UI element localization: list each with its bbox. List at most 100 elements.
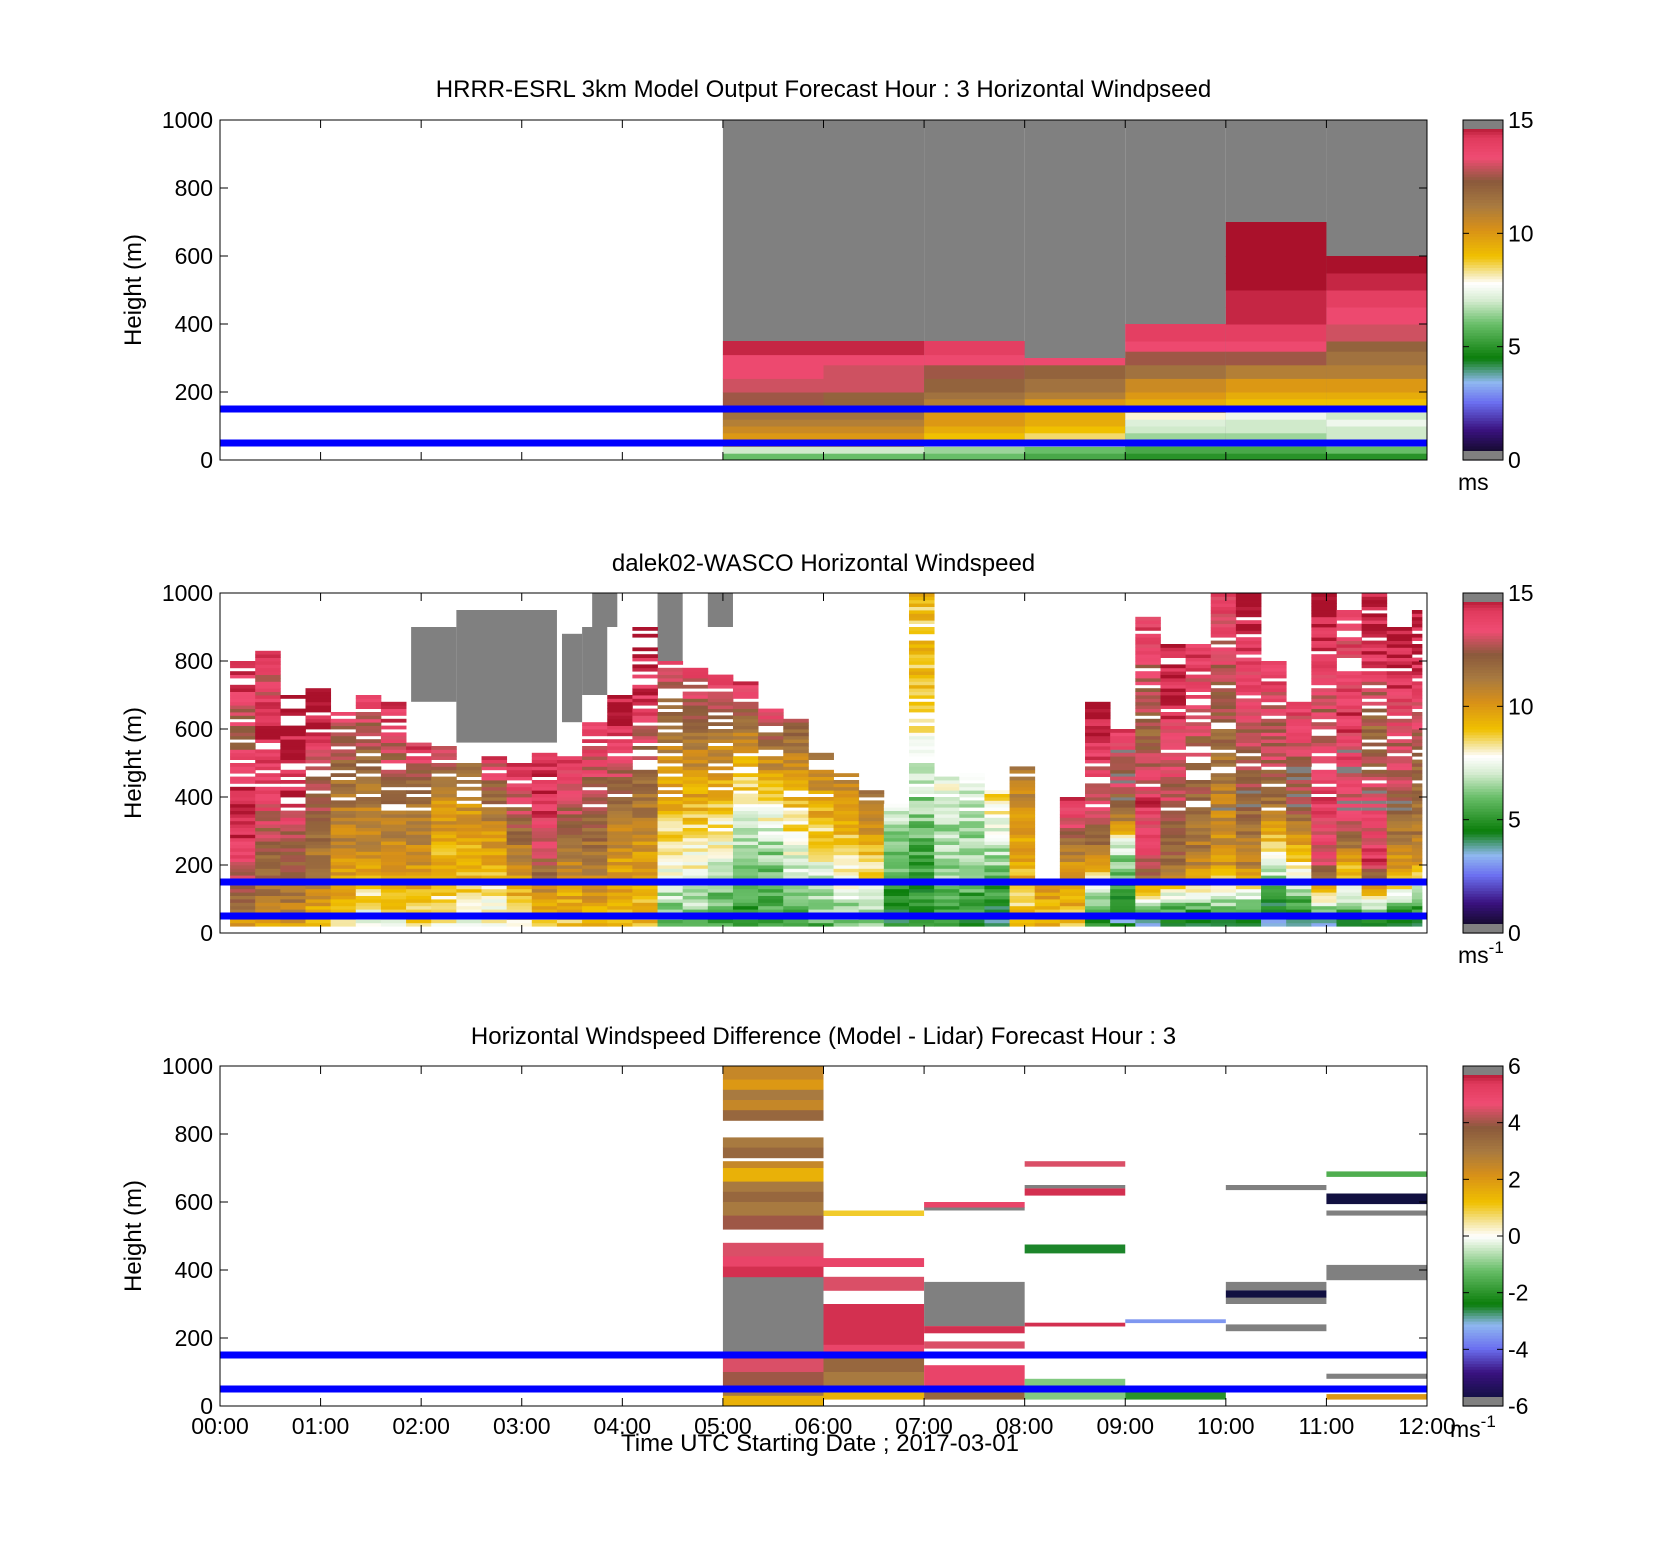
heatmap-cell	[431, 793, 457, 798]
heatmap-cell	[632, 715, 658, 720]
heatmap-cell	[959, 905, 985, 910]
heatmap-cell	[959, 902, 985, 907]
heatmap-cell	[908, 902, 935, 907]
heatmap-cell	[280, 885, 306, 890]
heatmap-cell	[330, 841, 357, 845]
heatmap-cell	[1411, 681, 1423, 686]
heatmap-cell	[1185, 647, 1212, 652]
heatmap-cell	[406, 871, 432, 876]
heatmap-cell	[355, 715, 382, 720]
colorbar-swatch	[1463, 423, 1503, 427]
heatmap-cell	[280, 854, 306, 859]
heatmap-cell	[330, 752, 357, 757]
heatmap-cell	[833, 824, 860, 828]
heatmap-cell	[858, 824, 885, 828]
heatmap-cell	[330, 759, 357, 764]
heatmap-cell	[1326, 412, 1428, 420]
heatmap-cell	[657, 871, 684, 876]
colorbar-swatch	[1463, 1284, 1503, 1288]
heatmap-cell	[657, 684, 684, 689]
heatmap-cell	[456, 895, 482, 900]
heatmap-cell	[255, 800, 281, 805]
heatmap-cell	[330, 807, 357, 811]
heatmap-cell	[355, 854, 382, 859]
heatmap-cell	[1386, 742, 1413, 747]
heatmap-cell	[707, 735, 734, 740]
heatmap-cell	[1261, 759, 1287, 764]
heatmap-cell	[1085, 701, 1111, 706]
heatmap-cell	[355, 831, 382, 835]
heatmap-cell	[406, 844, 432, 849]
heatmap-cell	[908, 786, 935, 791]
heatmap-cell	[1225, 273, 1327, 291]
heatmap-cell	[1311, 922, 1337, 927]
heatmap-cell	[758, 899, 784, 903]
colorbar-swatch	[1463, 1329, 1503, 1333]
heatmap-cell	[1185, 678, 1212, 682]
colorbar-swatch	[1463, 244, 1503, 249]
heatmap-cell	[1286, 820, 1312, 825]
heatmap-cell	[1009, 766, 1036, 771]
heatmap-cell	[1261, 698, 1287, 703]
heatmap-cell	[758, 837, 784, 842]
heatmap-cell	[1361, 715, 1388, 720]
colorbar-swatch	[1463, 1085, 1503, 1090]
heatmap-cell	[355, 827, 382, 832]
heatmap-cell	[607, 783, 633, 788]
heatmap-cell	[1185, 919, 1212, 924]
heatmap-cell	[582, 763, 608, 767]
heatmap-cell	[230, 732, 256, 737]
heatmap-cell	[607, 759, 633, 764]
heatmap-cell	[707, 814, 734, 818]
heatmap-cell	[1210, 817, 1237, 822]
heatmap-cell	[657, 848, 684, 852]
heatmap-cell	[1185, 807, 1212, 811]
heatmap-cell	[758, 861, 784, 866]
heatmap-cell	[431, 841, 457, 845]
colorbar-swatch	[1463, 1176, 1503, 1180]
heatmap-cell	[1361, 654, 1388, 658]
heatmap-cell	[722, 398, 824, 407]
colorbar-swatch	[1463, 1196, 1503, 1200]
heatmap-cell	[758, 746, 784, 750]
heatmap-cell	[1185, 708, 1212, 713]
heatmap-cell	[707, 844, 734, 849]
heatmap-cell	[230, 865, 256, 869]
heatmap-cell	[632, 769, 658, 774]
heatmap-cell	[431, 851, 457, 856]
heatmap-cell	[305, 752, 332, 757]
heatmap-cell	[556, 756, 583, 760]
heatmap-cell	[1235, 783, 1262, 788]
heatmap-cell	[506, 834, 533, 839]
heatmap-cell	[531, 797, 558, 801]
heatmap-cell	[1160, 712, 1186, 716]
heatmap-cell	[607, 803, 633, 808]
heatmap-cell	[1386, 780, 1413, 784]
colorbar-swatch	[1463, 247, 1503, 251]
heatmap-cell	[1386, 844, 1413, 849]
heatmap-cell	[1286, 919, 1312, 924]
heatmap-cell	[758, 797, 784, 801]
heatmap-cell	[1235, 786, 1262, 791]
heatmap-cell	[1210, 695, 1237, 699]
colorbar-swatch	[1463, 1349, 1503, 1353]
heatmap-cell	[1411, 861, 1423, 866]
heatmap-cell	[255, 701, 281, 706]
colorbar-swatch	[1463, 1210, 1503, 1214]
heatmap-cell	[506, 776, 533, 781]
colorbar-swatch	[1463, 723, 1503, 727]
heatmap-cell	[1135, 722, 1161, 726]
heatmap-cell	[1185, 875, 1212, 879]
heatmap-cell	[1411, 633, 1423, 638]
heatmap-cell	[934, 834, 960, 839]
heatmap-cell	[908, 858, 935, 862]
heatmap-cell	[883, 892, 910, 896]
heatmap-cell	[783, 922, 809, 927]
heatmap-cell	[456, 827, 482, 832]
heatmap-cell	[732, 746, 759, 750]
heatmap-cell	[481, 800, 508, 805]
heatmap-cell	[1336, 763, 1363, 767]
heatmap-cell	[1336, 824, 1363, 828]
nodata-cell	[582, 627, 608, 695]
heatmap-cell	[355, 837, 382, 842]
